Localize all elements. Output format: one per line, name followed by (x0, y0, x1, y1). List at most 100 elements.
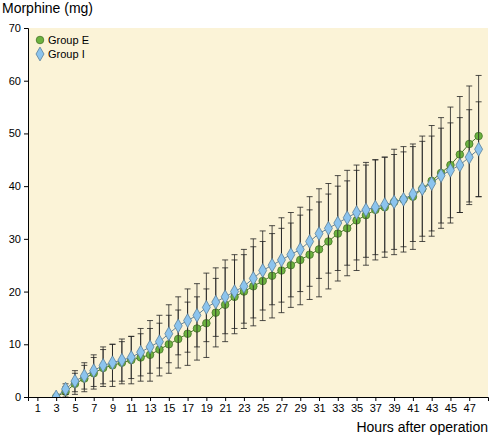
error-bar-cap (100, 346, 106, 347)
error-bar-cap (194, 283, 200, 284)
error-bar-cap (438, 128, 444, 129)
error-bar-cap (119, 339, 125, 340)
error-bar-cap (194, 360, 200, 361)
marker (428, 177, 436, 191)
error-bar (109, 344, 115, 381)
marker (184, 314, 192, 328)
error-bar (109, 344, 115, 386)
error-bar-cap (447, 223, 453, 224)
x-tick: 9 (110, 397, 116, 414)
marker (418, 182, 426, 196)
error-bar-cap (166, 373, 172, 374)
marker (381, 198, 389, 212)
error-bar-cap (250, 238, 256, 239)
error-bar-cap (288, 212, 294, 213)
error-bar-cap (147, 373, 153, 374)
x-tick-mark (394, 397, 395, 401)
x-tick-mark (244, 397, 245, 401)
error-bar-cap (325, 183, 331, 184)
error-bar-cap (213, 336, 219, 337)
error-bar (194, 284, 200, 347)
x-tick: 29 (295, 397, 307, 414)
error-bar-cap (410, 146, 416, 147)
x-tick-label: 35 (351, 402, 363, 414)
legend: Group EGroup I (36, 34, 89, 61)
error-bar-cap (91, 386, 97, 387)
error-bar-cap (316, 188, 322, 189)
x-tick: 23 (238, 397, 250, 414)
error-bar-cap (419, 136, 425, 137)
error-bar-cap (429, 136, 435, 137)
x-axis-title: Hours after operation (356, 419, 488, 435)
error-bar (260, 231, 266, 310)
x-tick-mark (225, 397, 226, 401)
error-bar-cap (185, 365, 191, 366)
error-bar-cap (297, 207, 303, 208)
x-tick: 7 (91, 397, 97, 414)
marker (324, 221, 332, 235)
error-bar-cap (241, 249, 247, 250)
error-bar (447, 107, 453, 223)
plot: 1357911131517192123252729313335373941434… (9, 22, 489, 414)
error-bar (429, 126, 435, 237)
x-tick-label: 23 (238, 402, 250, 414)
marker (90, 364, 98, 378)
error-bar (391, 155, 397, 250)
y-tick: 40 (9, 180, 28, 192)
x-tick-label: 45 (445, 402, 457, 414)
marker (80, 369, 88, 383)
error-bar (335, 176, 341, 271)
marker (127, 351, 135, 365)
error-bar-cap (100, 383, 106, 384)
error-bar-cap (297, 304, 303, 305)
x-tick-mark (432, 397, 433, 401)
x-tick: 39 (388, 397, 400, 414)
x-tick-mark (75, 397, 76, 401)
error-bar-cap (335, 281, 341, 282)
x-tick: 25 (257, 397, 269, 414)
y-tick: 0 (15, 391, 28, 403)
error-bar (156, 315, 162, 368)
x-tick: 27 (276, 397, 288, 414)
marker (249, 271, 257, 285)
x-tick: 35 (351, 397, 363, 414)
error-bar-cap (410, 143, 416, 144)
marker (240, 279, 248, 293)
error-bar-cap (476, 196, 482, 197)
error-bar-cap (203, 357, 209, 358)
error-bar (419, 136, 425, 241)
error-bar-stem (459, 97, 460, 213)
error-bar (278, 218, 284, 302)
error-bar-cap (382, 157, 388, 158)
x-tick-label: 41 (407, 402, 419, 414)
y-tick: 60 (9, 75, 28, 87)
error-bar-cap (147, 320, 153, 321)
error-bar-cap (278, 302, 284, 303)
error-bar-cap (457, 212, 463, 213)
error-bar-cap (278, 217, 284, 218)
error-bar-cap (109, 344, 115, 345)
error-bar (419, 141, 425, 236)
error-bar-cap (457, 117, 463, 118)
error-bar (457, 97, 463, 213)
series-line (56, 149, 478, 397)
marker (193, 308, 201, 322)
error-bar-cap (260, 230, 266, 231)
error-bar-cap (232, 254, 238, 255)
x-tick: 21 (220, 397, 232, 414)
error-bar-cap (166, 304, 172, 305)
error-bar-cap (260, 310, 266, 311)
error-bar (382, 157, 388, 257)
error-bar-cap (401, 246, 407, 247)
error-bar-cap (232, 328, 238, 329)
error-bar-cap (194, 346, 200, 347)
marker (268, 258, 276, 272)
y-tick-label: 60 (9, 75, 21, 87)
error-bar-cap (109, 344, 115, 345)
error-bar-cap (128, 336, 134, 337)
error-bar (372, 160, 378, 255)
x-tick: 31 (313, 397, 325, 414)
x-tick: 43 (426, 397, 438, 414)
error-bar-cap (363, 162, 369, 163)
marker (400, 192, 408, 206)
